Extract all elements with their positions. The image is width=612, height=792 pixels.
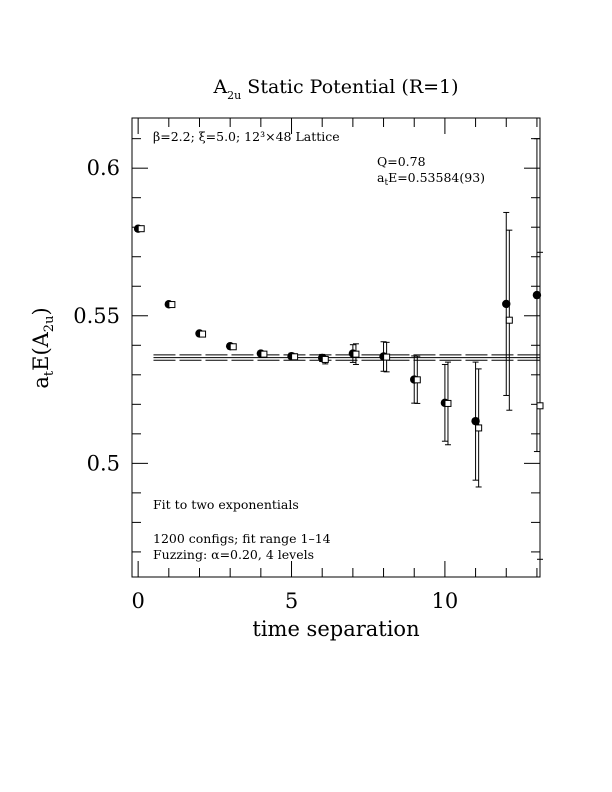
annotation-fuzzing: Fuzzing: α=0.20, 4 levels xyxy=(153,547,314,562)
chart-title: A2u Static Potential (R=1) xyxy=(212,76,458,102)
data-point-circle xyxy=(532,290,542,300)
y-tick-label: 0.6 xyxy=(87,156,120,180)
data-point-square xyxy=(137,225,145,233)
data-point-square xyxy=(475,424,483,432)
data-point-square xyxy=(505,316,513,324)
x-tick-label: 0 xyxy=(131,589,144,613)
data-point-square xyxy=(229,343,237,351)
data-point-square xyxy=(321,355,329,363)
y-tick-label: 0.5 xyxy=(87,451,120,475)
data-point-square xyxy=(383,353,391,361)
data-point-square xyxy=(352,350,360,358)
annotation-energy: atE=0.53584(93) xyxy=(377,170,485,188)
y-axis-label: atE(A2u) xyxy=(29,307,57,388)
axis-tick-labels: 0 5 10 0.5 0.55 0.6 xyxy=(73,156,458,613)
data-point-square xyxy=(260,350,268,358)
data-points xyxy=(133,138,544,560)
data-point-square xyxy=(168,301,176,309)
y-tick-label: 0.55 xyxy=(73,304,120,328)
x-tick-label: 5 xyxy=(285,589,298,613)
data-point-square xyxy=(199,330,207,338)
fit-band xyxy=(153,354,540,361)
data-point-square xyxy=(413,376,421,384)
data-point-circle xyxy=(502,299,511,309)
annotation-configs: 1200 configs; fit range 1–14 xyxy=(153,531,331,546)
annotation-fit-method: Fit to two exponentials xyxy=(153,497,299,512)
annotation-lattice: β=2.2; ξ=5.0; 12³×48 Lattice xyxy=(153,129,340,144)
data-point-square xyxy=(291,353,299,361)
x-axis-label: time separation xyxy=(252,617,419,641)
axis-ticks xyxy=(132,118,540,577)
data-point-square xyxy=(536,402,544,410)
x-tick-label: 10 xyxy=(432,589,459,613)
data-point-square xyxy=(444,399,452,407)
annotation-q: Q=0.78 xyxy=(377,154,426,169)
data-point-circle xyxy=(471,416,480,426)
